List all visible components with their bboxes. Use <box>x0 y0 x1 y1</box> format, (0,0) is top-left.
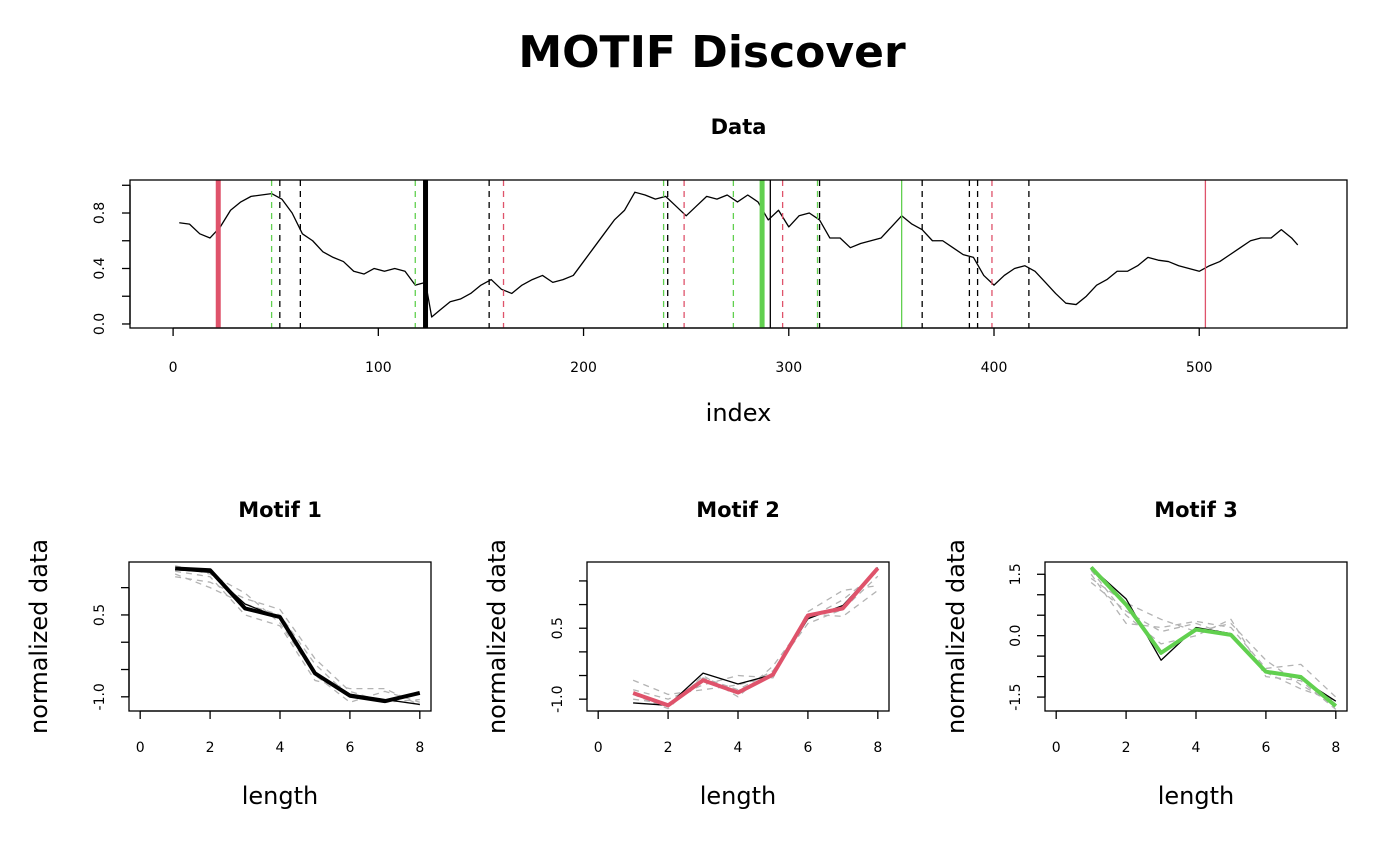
x-tick-label: 400 <box>981 360 1008 376</box>
y-axis-label: normalized data <box>942 539 970 734</box>
series-line <box>175 570 421 706</box>
x-tick-label: 0 <box>594 740 603 756</box>
x-tick-label: 0 <box>169 360 178 376</box>
x-tick-label: 4 <box>734 740 743 756</box>
x-tick-label: 6 <box>345 740 354 756</box>
x-tick-label: 100 <box>365 360 392 376</box>
series-line <box>179 191 1299 318</box>
series-line <box>632 566 880 708</box>
series-line <box>175 568 420 706</box>
x-tick-label: 0 <box>1052 740 1061 756</box>
series-line <box>174 565 421 703</box>
series-line <box>1090 573 1337 698</box>
series-line <box>175 566 421 704</box>
x-tick-label: 200 <box>570 360 597 376</box>
series-line <box>633 575 879 705</box>
series-line <box>1090 577 1337 706</box>
y-tick-label: -1.0 <box>550 686 566 713</box>
y-tick-label: 0.0 <box>1008 625 1024 647</box>
series-line <box>174 573 421 703</box>
plot-box <box>129 179 1348 329</box>
x-axis-label: index <box>706 399 772 427</box>
plot-box <box>128 561 432 712</box>
x-tick-label: 500 <box>1186 360 1213 376</box>
plot-box <box>586 561 890 712</box>
y-tick-label: 0.8 <box>92 202 108 224</box>
y-axis-label: normalized data <box>25 539 53 734</box>
y-tick-label: 0.4 <box>92 257 108 279</box>
y-tick-label: 0.5 <box>550 617 566 639</box>
y-tick-label: 1.5 <box>1008 563 1024 585</box>
x-tick-label: 0 <box>136 740 145 756</box>
x-tick-label: 6 <box>1261 740 1270 756</box>
y-axis-label: normalized data <box>483 539 511 734</box>
plot-box <box>1044 561 1348 712</box>
x-tick-label: 2 <box>1122 740 1131 756</box>
x-tick-label: 300 <box>775 360 802 376</box>
x-tick-label: 8 <box>1331 740 1340 756</box>
x-tick-label: 8 <box>415 740 424 756</box>
x-axis-label: length <box>1158 782 1235 810</box>
x-tick-label: 4 <box>276 740 285 756</box>
x-tick-label: 6 <box>803 740 812 756</box>
x-tick-label: 4 <box>1192 740 1201 756</box>
series-line <box>632 585 878 700</box>
series-line <box>1090 569 1337 710</box>
y-tick-label: 0.5 <box>92 604 108 626</box>
y-tick-label: 0.0 <box>92 313 108 335</box>
x-tick-label: 8 <box>873 740 882 756</box>
plot-title: Data <box>711 115 767 139</box>
x-tick-label: 2 <box>664 740 673 756</box>
x-axis-label: length <box>242 782 319 810</box>
x-axis-label: length <box>700 782 777 810</box>
y-tick-label: -1.0 <box>92 683 108 710</box>
series-line <box>1089 565 1338 708</box>
y-tick-label: -1.5 <box>1008 683 1024 710</box>
main-title: MOTIF Discover <box>518 27 906 78</box>
plot-title: Motif 2 <box>696 498 780 522</box>
plot-title: Motif 1 <box>238 498 322 522</box>
plot-title: Motif 3 <box>1154 498 1238 522</box>
series-line <box>175 576 420 703</box>
x-tick-label: 2 <box>206 740 215 756</box>
